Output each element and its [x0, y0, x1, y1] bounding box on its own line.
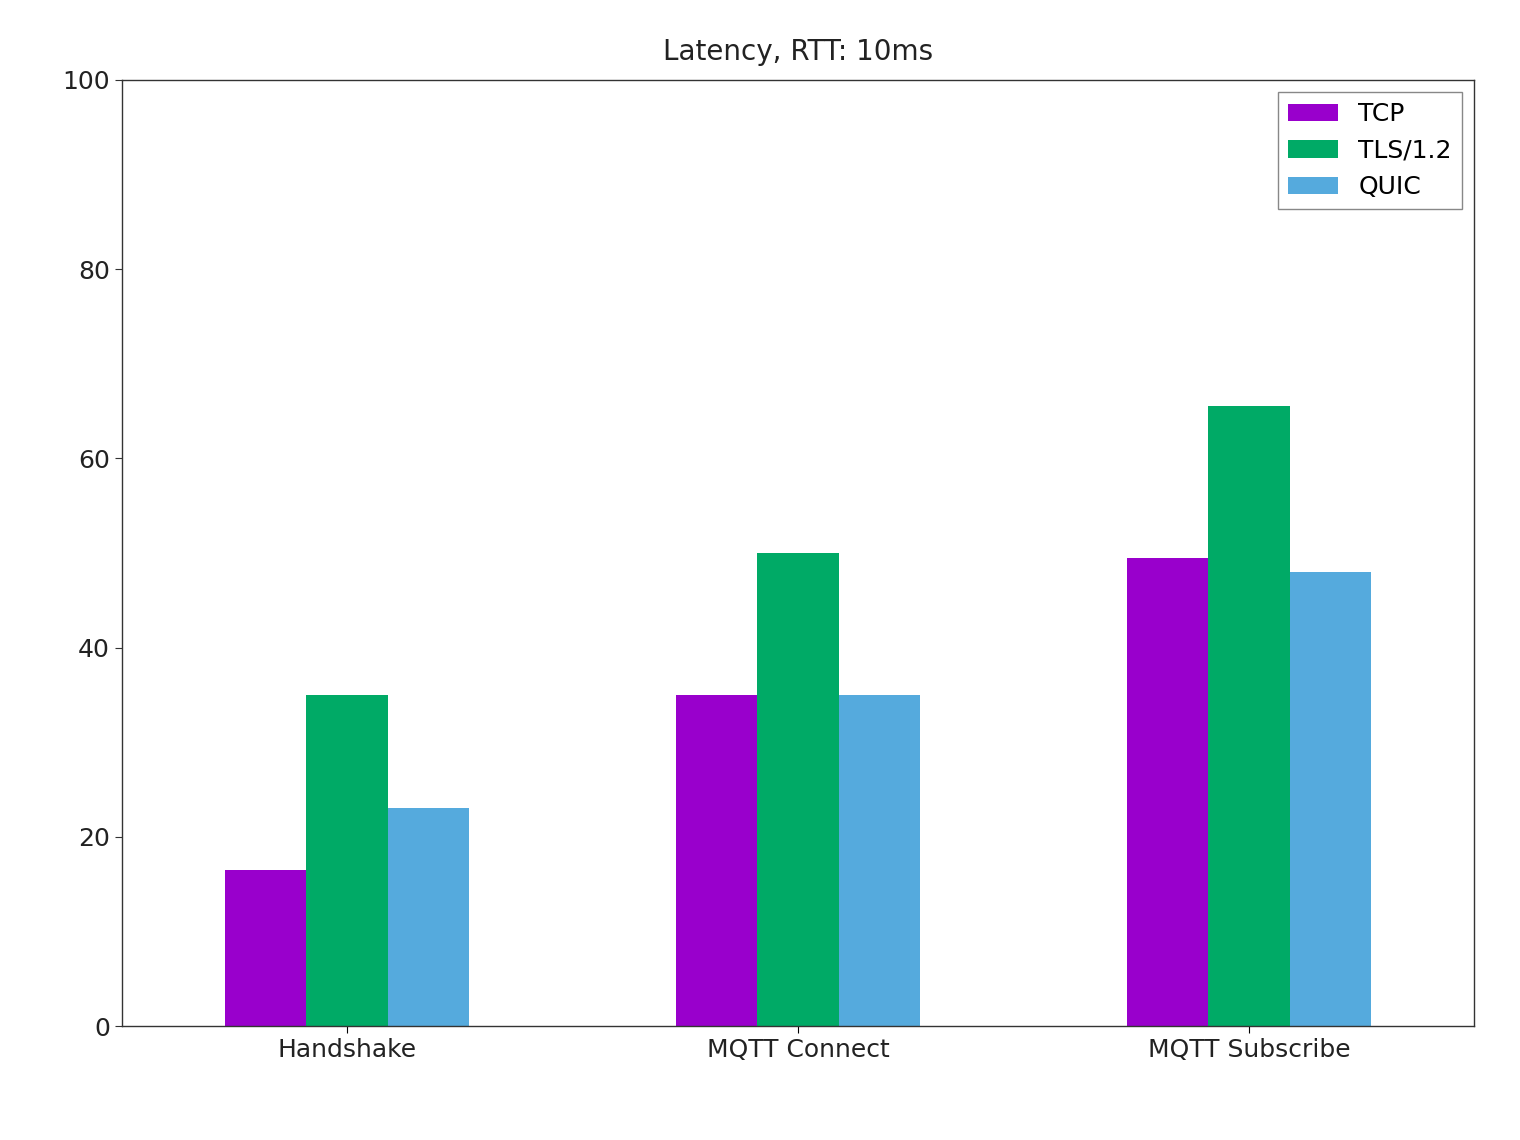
Bar [225, 870, 307, 1026]
Bar [757, 553, 839, 1026]
Legend: TCP, TLS/1.2, QUIC: TCP, TLS/1.2, QUIC [1278, 92, 1462, 210]
Bar [307, 694, 388, 1026]
Bar [1128, 557, 1208, 1026]
Bar [676, 694, 757, 1026]
Title: Latency, RTT: 10ms: Latency, RTT: 10ms [663, 39, 933, 66]
Bar [388, 808, 468, 1026]
Bar [1208, 406, 1289, 1026]
Bar [839, 694, 920, 1026]
Bar [1289, 572, 1371, 1026]
